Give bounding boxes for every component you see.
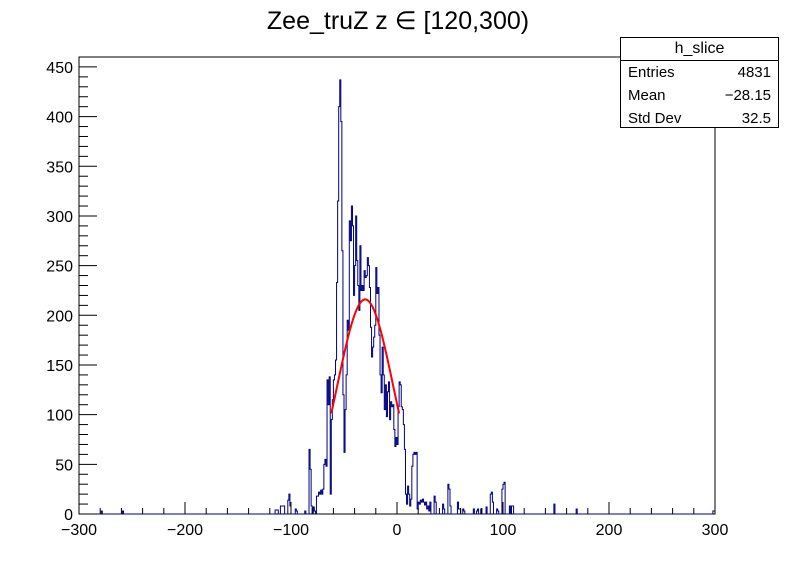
y-tick-label: 400 xyxy=(46,110,73,127)
stats-std-row: Std Dev 32.5 xyxy=(621,107,778,130)
y-tick-label: 150 xyxy=(46,358,73,375)
stats-entries-label: Entries xyxy=(628,64,675,81)
stats-mean-label: Mean xyxy=(628,87,666,104)
x-tick-label: 100 xyxy=(490,522,517,539)
tick-marks xyxy=(78,56,716,515)
tick-labels: −300 −200 −100 0 100 200 300 0 50 100 150 200 250 300… xyxy=(46,60,728,539)
y-tick-label: 350 xyxy=(46,159,73,176)
x-tick-label: 0 xyxy=(393,522,402,539)
stats-mean-row: Mean −28.15 xyxy=(621,84,778,107)
stats-box: h_slice Entries 4831 Mean −28.15 Std Dev… xyxy=(620,37,779,128)
histogram-series xyxy=(79,79,716,515)
x-tick-label: −300 xyxy=(61,522,97,539)
y-tick-label: 300 xyxy=(46,209,73,226)
x-tick-label: 300 xyxy=(702,522,729,539)
stats-entries-value: 4831 xyxy=(737,64,771,81)
y-tick-label: 250 xyxy=(46,259,73,276)
y-tick-label: 50 xyxy=(55,457,73,474)
stats-title: h_slice xyxy=(621,38,778,61)
y-tick-label: 450 xyxy=(46,60,73,77)
fit-curve xyxy=(330,298,401,414)
chart-title: Zee_truZ z ∈ [120,300) xyxy=(266,7,530,35)
y-tick-label: 200 xyxy=(46,308,73,325)
fit-curve-group xyxy=(330,298,401,414)
histogram-outline xyxy=(79,79,716,515)
x-tick-label: −100 xyxy=(273,522,309,539)
y-tick-label: 100 xyxy=(46,408,73,425)
stats-std-value: 32.5 xyxy=(741,110,771,127)
x-tick-label: −200 xyxy=(167,522,203,539)
y-tick-label: 0 xyxy=(64,507,73,524)
stats-mean-value: −28.15 xyxy=(724,87,771,104)
stats-entries-row: Entries 4831 xyxy=(621,61,778,84)
stats-std-label: Std Dev xyxy=(628,110,682,127)
x-tick-label: 200 xyxy=(596,522,623,539)
